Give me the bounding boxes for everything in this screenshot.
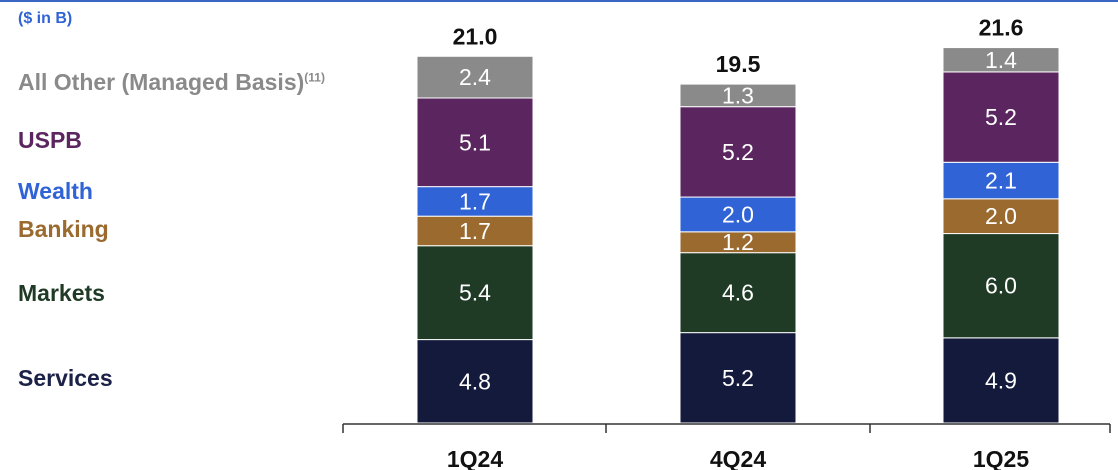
bar-uspb-4q24	[679, 106, 797, 198]
legend-label-banking: Banking	[18, 216, 109, 242]
data-label-banking-1q24: 1.7	[459, 218, 491, 244]
bar-markets-4q24	[679, 252, 797, 334]
data-label-banking-1q25: 2.0	[985, 203, 1017, 229]
total-label-4q24: 19.5	[716, 51, 761, 77]
legend-label-uspb: USPB	[18, 127, 82, 153]
bar-services-1q25	[942, 337, 1060, 424]
bar-all-other-managed-basis-4q24	[679, 83, 797, 108]
data-label-banking-4q24: 1.2	[722, 229, 754, 255]
data-label-markets-1q24: 5.4	[459, 280, 491, 306]
bar-wealth-1q25	[942, 161, 1060, 200]
total-label-1q24: 21.0	[453, 23, 498, 49]
legend-label-services: Services	[18, 365, 113, 391]
category-label-4q24: 4Q24	[710, 446, 766, 470]
data-label-all-other-managed-basis-1q25: 1.4	[985, 47, 1017, 73]
data-label-uspb-4q24: 5.2	[722, 139, 754, 165]
total-label-1q25: 21.6	[979, 15, 1024, 41]
data-label-markets-1q25: 6.0	[985, 273, 1017, 299]
data-label-markets-4q24: 4.6	[722, 280, 754, 306]
bar-uspb-1q25	[942, 71, 1060, 163]
unit-label: ($ in B)	[18, 10, 73, 27]
data-label-wealth-4q24: 2.0	[722, 201, 754, 227]
data-label-all-other-managed-basis-1q24: 2.4	[459, 64, 491, 90]
data-label-uspb-1q25: 5.2	[985, 104, 1017, 130]
bar-banking-1q25	[942, 198, 1060, 235]
bar-uspb-1q24	[416, 97, 534, 188]
bar-services-4q24	[679, 332, 797, 424]
legend-label-all-other: All Other (Managed Basis)(11)	[18, 69, 325, 95]
legend-label-markets: Markets	[18, 280, 105, 306]
data-label-uspb-1q24: 5.1	[459, 129, 491, 155]
data-label-wealth-1q24: 1.7	[459, 188, 491, 214]
bar-all-other-managed-basis-1q24	[416, 55, 534, 99]
data-label-services-1q25: 4.9	[985, 367, 1017, 393]
category-label-1q24: 1Q24	[447, 446, 503, 470]
data-label-services-4q24: 5.2	[722, 365, 754, 391]
bar-wealth-4q24	[679, 196, 797, 233]
data-label-all-other-managed-basis-4q24: 1.3	[722, 82, 754, 108]
legend-label-wealth: Wealth	[18, 178, 93, 204]
category-label-1q25: 1Q25	[973, 446, 1029, 470]
top-rule	[0, 0, 1118, 2]
data-label-wealth-1q25: 2.1	[985, 168, 1017, 194]
bar-all-other-managed-basis-1q25	[942, 47, 1060, 73]
data-label-services-1q24: 4.8	[459, 368, 491, 394]
